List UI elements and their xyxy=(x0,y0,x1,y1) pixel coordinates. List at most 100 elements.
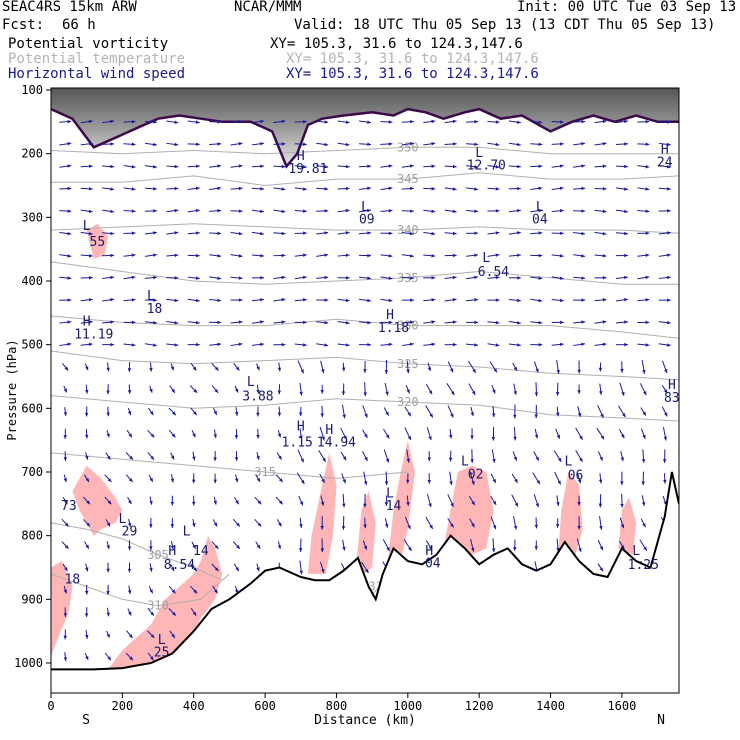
wind-arrowhead xyxy=(577,479,582,484)
wind-arrowhead xyxy=(452,187,457,191)
wind-arrowhead xyxy=(149,567,153,572)
wind-arrowhead xyxy=(474,253,479,257)
extremum-label: 14.94 xyxy=(317,436,356,451)
wind-arrowhead xyxy=(453,342,457,347)
wind-arrowhead xyxy=(281,253,286,258)
wind-arrowhead xyxy=(277,412,282,417)
wind-arrowhead xyxy=(149,388,153,393)
wind-arrowhead xyxy=(367,276,371,280)
wind-arrowhead xyxy=(172,611,176,616)
wind-arrowhead xyxy=(452,298,457,302)
wind-arrowhead xyxy=(452,320,457,324)
wind-arrowhead xyxy=(431,119,436,124)
wind-arrowhead xyxy=(278,455,282,460)
wind-arrowhead xyxy=(67,276,72,280)
wind-arrowhead xyxy=(538,276,543,280)
wind-arrowhead xyxy=(63,589,68,594)
wind-arrowhead xyxy=(127,411,132,416)
wind-arrowhead xyxy=(106,390,110,395)
wind-arrowhead xyxy=(131,165,136,169)
wind-arrowhead xyxy=(555,392,560,396)
wind-arrowhead xyxy=(495,343,500,347)
wind-arrowhead xyxy=(559,254,564,258)
wind-arrowhead xyxy=(128,500,132,505)
wind-arrowhead xyxy=(471,523,475,528)
wind-arrowhead xyxy=(174,321,179,325)
wind-arrowhead xyxy=(256,455,260,460)
theta-contour-310 xyxy=(51,573,230,607)
x-tick-label: 1400 xyxy=(536,699,565,713)
legend-pv-name: Potential vorticity xyxy=(8,36,169,52)
wind-arrowhead xyxy=(85,477,89,482)
wind-arrowhead xyxy=(174,231,179,235)
wind-arrowhead xyxy=(492,458,496,463)
wind-arrowhead xyxy=(172,411,176,416)
wind-arrowhead xyxy=(556,412,560,417)
wind-arrowhead xyxy=(236,522,240,527)
wind-arrowhead xyxy=(67,119,72,124)
wind-arrowhead xyxy=(324,120,329,124)
theta-contour-305 xyxy=(51,522,223,581)
wind-arrowhead xyxy=(645,164,650,169)
wind-arrowhead xyxy=(431,342,436,347)
wind-arrowhead xyxy=(67,298,72,302)
wind-arrowhead xyxy=(174,208,179,213)
extremum-label: L xyxy=(158,633,166,648)
wind-arrowhead xyxy=(302,343,307,347)
wind-arrowhead xyxy=(386,547,390,552)
wind-arrowhead xyxy=(621,413,626,418)
pv-region-3 xyxy=(51,561,73,657)
wind-arrowhead xyxy=(191,479,196,484)
extremum-label: L xyxy=(482,251,490,266)
wind-arrowhead xyxy=(645,298,650,302)
wind-arrowhead xyxy=(409,342,414,347)
extremum-label: 18 xyxy=(147,302,163,317)
wind-arrowhead xyxy=(642,369,646,374)
wind-arrowhead xyxy=(106,612,110,617)
wind-arrowhead xyxy=(128,634,133,638)
wind-arrowhead xyxy=(624,187,628,191)
wind-arrowhead xyxy=(320,390,324,394)
wind-arrowhead xyxy=(153,320,157,325)
wind-arrowhead xyxy=(534,546,539,550)
wind-arrowhead xyxy=(581,342,586,347)
wind-arrowhead xyxy=(388,276,393,280)
wind-arrowhead xyxy=(303,142,307,146)
wind-arrowhead xyxy=(324,343,329,347)
wind-arrowhead xyxy=(363,503,367,508)
wind-arrowhead xyxy=(174,120,179,124)
wind-arrowhead xyxy=(281,187,286,191)
wind-arrowhead xyxy=(85,544,89,549)
wind-arrowhead xyxy=(277,367,282,372)
wind-arrowhead xyxy=(513,547,517,551)
wind-arrowhead xyxy=(367,231,371,235)
wind-arrowhead xyxy=(534,524,539,529)
wind-arrowhead xyxy=(153,120,157,124)
wind-arrowhead xyxy=(450,391,455,396)
x-tick-label: 1200 xyxy=(465,699,494,713)
wind-arrowhead xyxy=(67,342,72,347)
wind-arrowhead xyxy=(559,186,564,191)
wind-arrowhead xyxy=(234,388,239,393)
wind-arrowhead xyxy=(86,522,90,527)
theta-contour-320 xyxy=(51,395,679,422)
wind-arrowhead xyxy=(513,390,517,395)
wind-arrowhead xyxy=(452,231,457,236)
wind-arrowhead xyxy=(342,479,346,484)
wind-arrowhead xyxy=(516,142,521,147)
wind-arrowhead xyxy=(384,481,389,486)
wind-arrowhead xyxy=(170,366,174,371)
wind-arrowhead xyxy=(256,477,261,482)
wind-arrowhead xyxy=(364,433,368,438)
wind-arrowhead xyxy=(428,545,433,550)
wind-arrowhead xyxy=(170,478,175,483)
wind-arrowhead xyxy=(410,298,414,302)
wind-arrowhead xyxy=(303,119,307,124)
wind-arrowhead xyxy=(645,320,650,325)
wind-arrowhead xyxy=(195,120,200,124)
wind-arrowhead xyxy=(127,546,132,551)
wind-arrowhead xyxy=(281,320,286,324)
wind-arrowhead xyxy=(324,142,329,147)
wind-arrowhead xyxy=(577,369,581,374)
wind-arrowhead xyxy=(303,209,307,213)
